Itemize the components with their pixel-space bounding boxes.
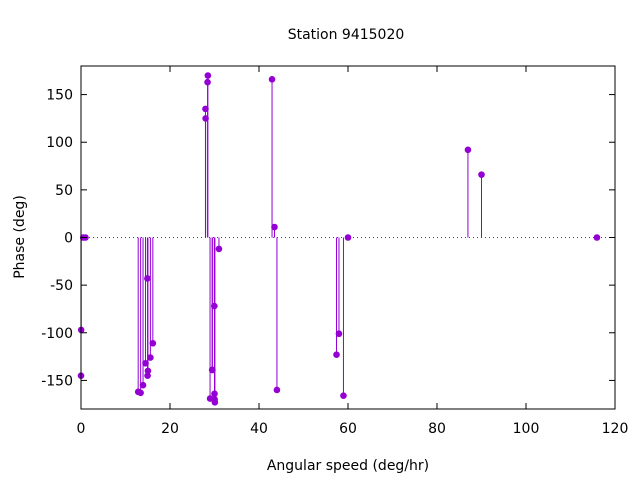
data-point-13: [202, 105, 209, 113]
y-tick-label: 100: [46, 135, 73, 151]
x-axis-label: Angular speed (deg/hr): [267, 458, 429, 474]
data-point-14: [202, 115, 209, 122]
data-point-26: [271, 223, 278, 231]
data-point-27: [273, 386, 281, 394]
impulse-layer: [80, 75, 482, 403]
data-point-12: [149, 339, 157, 347]
data-point-5: [137, 389, 144, 397]
data-point-11: [147, 354, 154, 361]
data-point-30: [340, 392, 347, 399]
data-point-19: [209, 366, 216, 374]
data-point-32: [464, 146, 472, 154]
data-point-16: [204, 72, 212, 79]
y-tick-label: -50: [50, 278, 73, 294]
x-tick-label: 80: [428, 421, 446, 437]
data-point-24: [215, 245, 223, 253]
y-tick-label: -100: [41, 326, 73, 342]
data-point-28: [333, 351, 340, 358]
x-tick-label: 60: [339, 421, 357, 437]
x-tick-layer: 0 20 40 60 80 100 120: [77, 66, 629, 437]
x-tick-label: 0: [77, 421, 86, 437]
data-point-31: [344, 234, 352, 241]
y-tick-label: 0: [64, 231, 73, 247]
data-point-15: [204, 78, 211, 86]
y-tick-label: -150: [41, 373, 73, 389]
data-point-25: [268, 76, 276, 83]
data-point-10: [144, 367, 152, 375]
x-tick-label: 40: [250, 421, 268, 437]
x-tick-label: 100: [513, 421, 540, 437]
data-point-21: [211, 390, 218, 398]
y-axis-label: Phase (deg): [12, 195, 28, 279]
y-tick-layer: -150 -100 -50 0 50 100 150: [41, 88, 615, 389]
y-tick-label: 150: [46, 88, 73, 104]
point-layer: [77, 72, 601, 406]
chart-title: Station 9415020: [288, 27, 405, 43]
data-point-20: [211, 302, 218, 310]
data-point-9: [144, 372, 151, 379]
y-tick-label: 50: [55, 183, 73, 199]
x-tick-label: 120: [602, 421, 629, 437]
x-tick-label: 20: [161, 421, 179, 437]
data-point-8: [144, 275, 151, 282]
data-point-34: [593, 234, 601, 241]
data-point-23: [211, 399, 219, 406]
data-point-29: [335, 330, 343, 338]
data-point-33: [478, 171, 485, 178]
data-point-6: [139, 381, 147, 389]
data-point-7: [142, 359, 149, 367]
